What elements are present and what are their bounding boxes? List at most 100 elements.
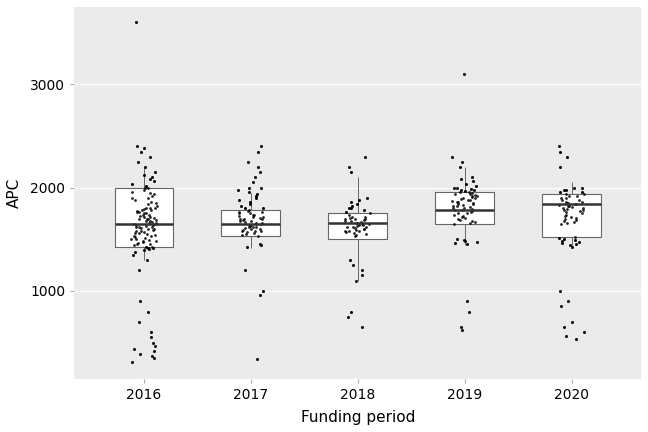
Point (459, 205, 469, 212)
Point (131, 228, 141, 235)
Point (255, 226, 266, 232)
Point (141, 217, 151, 224)
Point (257, 219, 267, 226)
Point (139, 246, 150, 253)
Point (450, 240, 461, 247)
Point (133, 267, 144, 274)
Point (567, 243, 577, 250)
Point (141, 231, 152, 238)
Point (251, 356, 262, 362)
Point (238, 216, 248, 223)
Point (349, 230, 360, 237)
Point (357, 324, 367, 330)
Point (240, 218, 250, 225)
Point (132, 143, 142, 150)
Point (466, 209, 476, 216)
Point (255, 241, 266, 248)
Point (351, 277, 361, 284)
Point (460, 187, 470, 194)
Point (255, 242, 266, 249)
Point (452, 236, 462, 243)
Point (255, 169, 265, 176)
Point (253, 233, 264, 240)
Point (147, 174, 157, 181)
Point (248, 211, 258, 218)
Point (467, 174, 478, 181)
Point (553, 143, 564, 150)
Point (347, 203, 357, 210)
Point (345, 205, 356, 212)
Point (461, 180, 472, 187)
Point (340, 209, 351, 216)
Point (234, 212, 244, 219)
Point (141, 182, 152, 189)
Point (459, 238, 470, 245)
Point (570, 241, 581, 248)
Point (135, 350, 145, 357)
Point (562, 200, 573, 206)
Point (562, 206, 572, 213)
Point (457, 159, 468, 165)
Point (139, 186, 149, 193)
Point (450, 240, 461, 247)
Point (244, 222, 255, 229)
Point (356, 220, 367, 227)
Point (555, 188, 565, 195)
Point (573, 239, 584, 246)
Point (244, 184, 254, 191)
Point (464, 188, 474, 195)
Point (460, 187, 470, 194)
Point (448, 205, 458, 212)
Point (356, 218, 366, 225)
Point (447, 197, 457, 204)
Point (577, 210, 587, 217)
Point (246, 217, 257, 224)
Point (346, 169, 356, 176)
Point (245, 199, 255, 206)
Point (139, 206, 149, 213)
Point (127, 180, 137, 187)
Point (570, 234, 580, 241)
Point (466, 185, 476, 192)
Point (240, 205, 250, 212)
Point (457, 327, 467, 334)
Point (251, 191, 262, 197)
Point (244, 223, 255, 230)
Point (452, 184, 462, 191)
Point (352, 222, 362, 229)
Point (253, 148, 264, 155)
Point (571, 336, 581, 343)
Point (148, 245, 158, 251)
Point (237, 232, 248, 238)
Point (578, 207, 588, 214)
Point (564, 203, 574, 210)
Point (132, 208, 143, 215)
Point (142, 215, 152, 222)
Point (133, 267, 144, 274)
Point (354, 197, 365, 203)
Point (461, 241, 472, 248)
Point (343, 313, 353, 320)
Point (358, 221, 368, 228)
Bar (435, 192, 494, 224)
Point (462, 210, 472, 217)
Point (354, 221, 365, 228)
Point (567, 318, 577, 325)
Point (446, 153, 457, 160)
Point (456, 176, 466, 183)
Point (557, 197, 568, 203)
Point (143, 244, 153, 251)
Point (468, 201, 478, 208)
Point (358, 226, 369, 232)
Point (340, 228, 351, 235)
Point (251, 193, 262, 200)
Point (145, 241, 156, 248)
Point (576, 184, 586, 191)
Point (562, 298, 573, 305)
Point (134, 223, 145, 230)
Point (343, 205, 354, 212)
Point (470, 218, 481, 225)
Point (354, 197, 365, 203)
Point (555, 164, 566, 171)
Point (149, 355, 159, 362)
